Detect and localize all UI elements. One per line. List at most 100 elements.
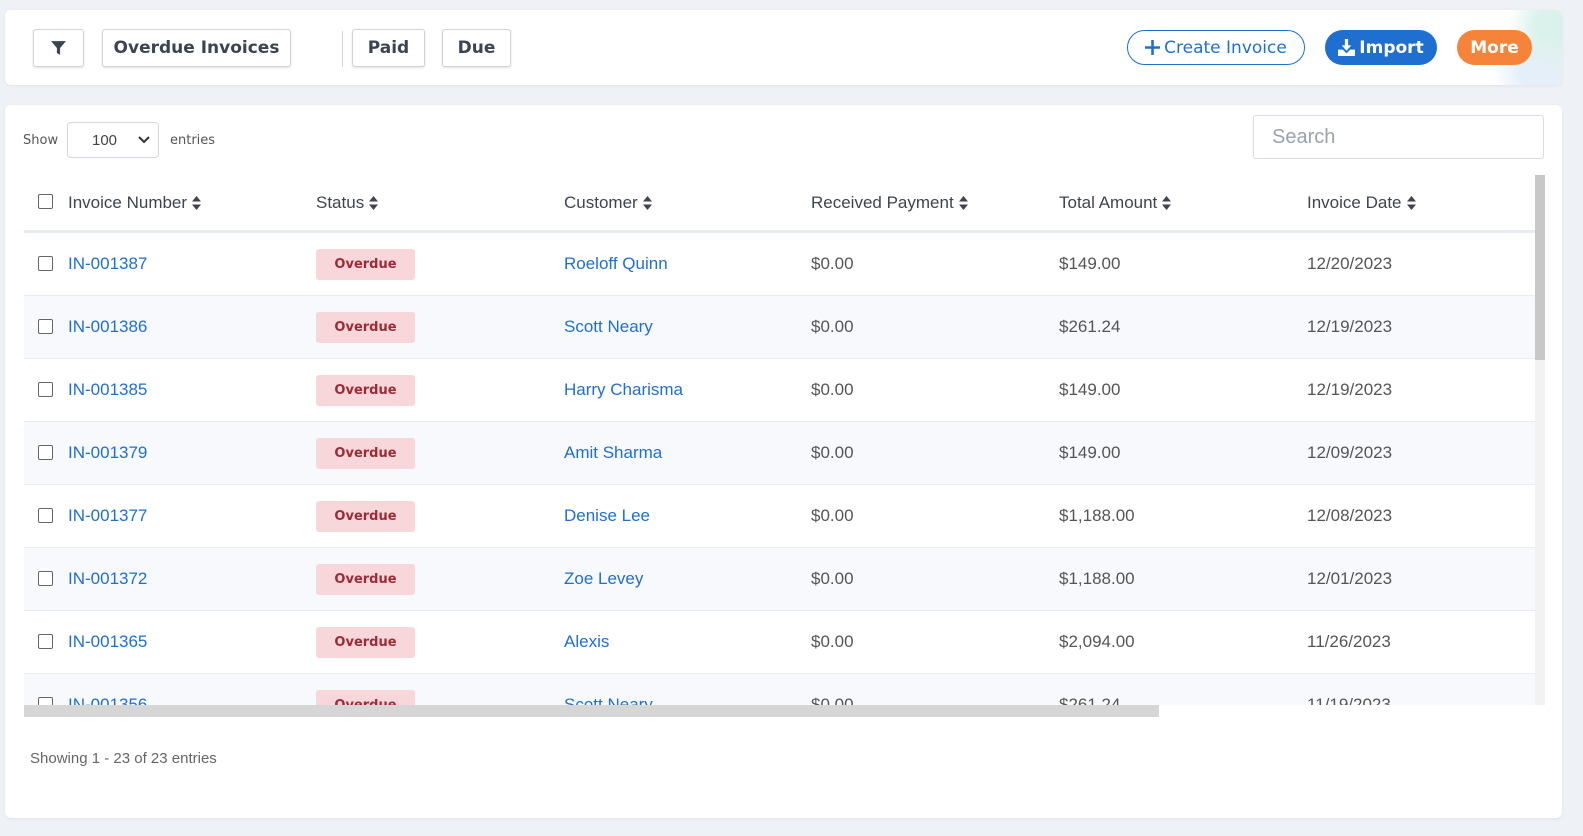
invoice-number-link[interactable]: IN-001377 [68, 506, 148, 525]
invoice-number-link[interactable]: IN-001365 [68, 632, 148, 651]
invoice-date: 11/26/2023 [1307, 632, 1391, 651]
received-payment: $0.00 [811, 443, 854, 462]
search-input[interactable] [1253, 115, 1544, 159]
customer-link[interactable]: Alexis [564, 632, 610, 651]
row-checkbox[interactable] [38, 445, 53, 460]
total-amount: $261.24 [1059, 317, 1121, 336]
table-row: IN-001377 Overdue Denise Lee $0.00 $1,18… [24, 485, 1535, 548]
received-payment: $0.00 [811, 254, 854, 273]
invoice-number-link[interactable]: IN-001386 [68, 317, 148, 336]
invoice-number-link[interactable]: IN-001379 [68, 443, 148, 462]
customer-link[interactable]: Scott Neary [564, 317, 653, 336]
status-badge: Overdue [316, 626, 415, 658]
page-length-value: 100 [92, 131, 118, 149]
invoice-table: Invoice Number Status Customer Received … [24, 175, 1545, 705]
invoice-date: 12/20/2023 [1307, 254, 1393, 273]
paid-filter-button[interactable]: Paid [352, 29, 425, 67]
customer-link[interactable]: Harry Charisma [564, 380, 684, 399]
received-payment: $0.00 [811, 632, 854, 651]
status-badge: Overdue [316, 437, 415, 469]
column-header-received-payment[interactable]: Received Payment [811, 175, 968, 231]
row-checkbox[interactable] [38, 382, 53, 397]
column-header-status[interactable]: Status [316, 175, 379, 231]
table-row: IN-001386 Overdue Scott Neary $0.00 $261… [24, 296, 1535, 359]
sort-icon [192, 196, 202, 210]
sort-icon [1406, 196, 1416, 210]
vertical-scrollbar[interactable] [1535, 175, 1545, 705]
sort-icon [958, 196, 968, 210]
row-checkbox[interactable] [38, 697, 53, 705]
row-checkbox[interactable] [38, 508, 53, 523]
table-row: IN-001372 Overdue Zoe Levey $0.00 $1,188… [24, 548, 1535, 611]
customer-link[interactable]: Amit Sharma [564, 443, 663, 462]
vertical-scrollbar-thumb[interactable] [1535, 175, 1545, 360]
sort-icon [642, 196, 652, 210]
status-badge: Overdue [316, 689, 415, 705]
row-checkbox[interactable] [38, 571, 53, 586]
table-row: IN-001385 Overdue Harry Charisma $0.00 $… [24, 359, 1535, 422]
customer-link[interactable]: Zoe Levey [564, 569, 644, 588]
invoice-date: 12/08/2023 [1307, 506, 1393, 525]
column-label: Total Amount [1059, 193, 1158, 212]
invoice-date: 12/01/2023 [1307, 569, 1393, 588]
import-label: Import [1359, 37, 1424, 58]
column-header-invoice-number[interactable]: Invoice Number [68, 175, 202, 231]
row-checkbox[interactable] [38, 634, 53, 649]
total-amount: $1,188.00 [1059, 569, 1135, 588]
horizontal-scrollbar[interactable] [24, 705, 1159, 717]
invoice-number-link[interactable]: IN-001385 [68, 380, 148, 399]
column-label: Invoice Date [1307, 193, 1402, 212]
select-all-checkbox[interactable] [38, 194, 53, 209]
filter-button[interactable] [33, 29, 84, 67]
download-icon [1338, 39, 1356, 56]
due-filter-button[interactable]: Due [442, 29, 511, 67]
plus-icon [1145, 40, 1161, 55]
customer-link[interactable]: Roeloff Quinn [564, 254, 668, 273]
more-button[interactable]: More [1457, 30, 1532, 65]
status-badge: Overdue [316, 563, 415, 595]
overdue-invoices-button[interactable]: Overdue Invoices [102, 29, 291, 67]
invoice-table-card: Show 100 entries Invoice Number Status C… [5, 105, 1562, 818]
received-payment: $0.00 [811, 506, 854, 525]
sort-icon [1162, 196, 1172, 210]
column-header-total-amount[interactable]: Total Amount [1059, 175, 1172, 231]
toolbar-divider [342, 31, 343, 67]
invoice-number-link[interactable]: IN-001356 [68, 695, 148, 705]
status-badge: Overdue [316, 374, 415, 406]
status-badge: Overdue [316, 248, 415, 280]
table-header: Invoice Number Status Customer Received … [24, 175, 1535, 233]
table-row: IN-001356 Overdue Scott Neary $0.00 $261… [24, 674, 1535, 705]
import-button[interactable]: Import [1325, 30, 1437, 65]
invoice-number-link[interactable]: IN-001387 [68, 254, 148, 273]
table-row: IN-001365 Overdue Alexis $0.00 $2,094.00… [24, 611, 1535, 674]
total-amount: $149.00 [1059, 380, 1121, 399]
customer-link[interactable]: Scott Neary [564, 695, 653, 705]
sort-icon [369, 196, 379, 210]
entries-label: entries [170, 133, 216, 148]
show-label: Show [23, 133, 59, 148]
column-header-customer[interactable]: Customer [564, 175, 652, 231]
column-label: Customer [564, 193, 638, 212]
invoice-date: 12/09/2023 [1307, 443, 1393, 462]
invoice-date: 11/19/2023 [1307, 695, 1391, 705]
invoice-date: 12/19/2023 [1307, 317, 1393, 336]
row-checkbox[interactable] [38, 319, 53, 334]
filter-icon [51, 40, 66, 55]
total-amount: $2,094.00 [1059, 632, 1135, 651]
toolbar: Overdue Invoices Paid Due Create Invoice… [5, 10, 1562, 85]
total-amount: $149.00 [1059, 254, 1121, 273]
total-amount: $261.24 [1059, 695, 1121, 705]
create-invoice-button[interactable]: Create Invoice [1127, 30, 1305, 65]
chevron-down-icon [138, 136, 150, 144]
column-header-invoice-date[interactable]: Invoice Date [1307, 175, 1416, 231]
page-length-select[interactable]: 100 [67, 122, 159, 158]
invoice-number-link[interactable]: IN-001372 [68, 569, 148, 588]
received-payment: $0.00 [811, 695, 854, 705]
row-checkbox[interactable] [38, 256, 53, 271]
customer-link[interactable]: Denise Lee [564, 506, 651, 525]
column-label: Invoice Number [68, 193, 188, 212]
column-label: Status [316, 193, 365, 212]
total-amount: $149.00 [1059, 443, 1121, 462]
table-row: IN-001379 Overdue Amit Sharma $0.00 $149… [24, 422, 1535, 485]
invoice-date: 12/19/2023 [1307, 380, 1393, 399]
